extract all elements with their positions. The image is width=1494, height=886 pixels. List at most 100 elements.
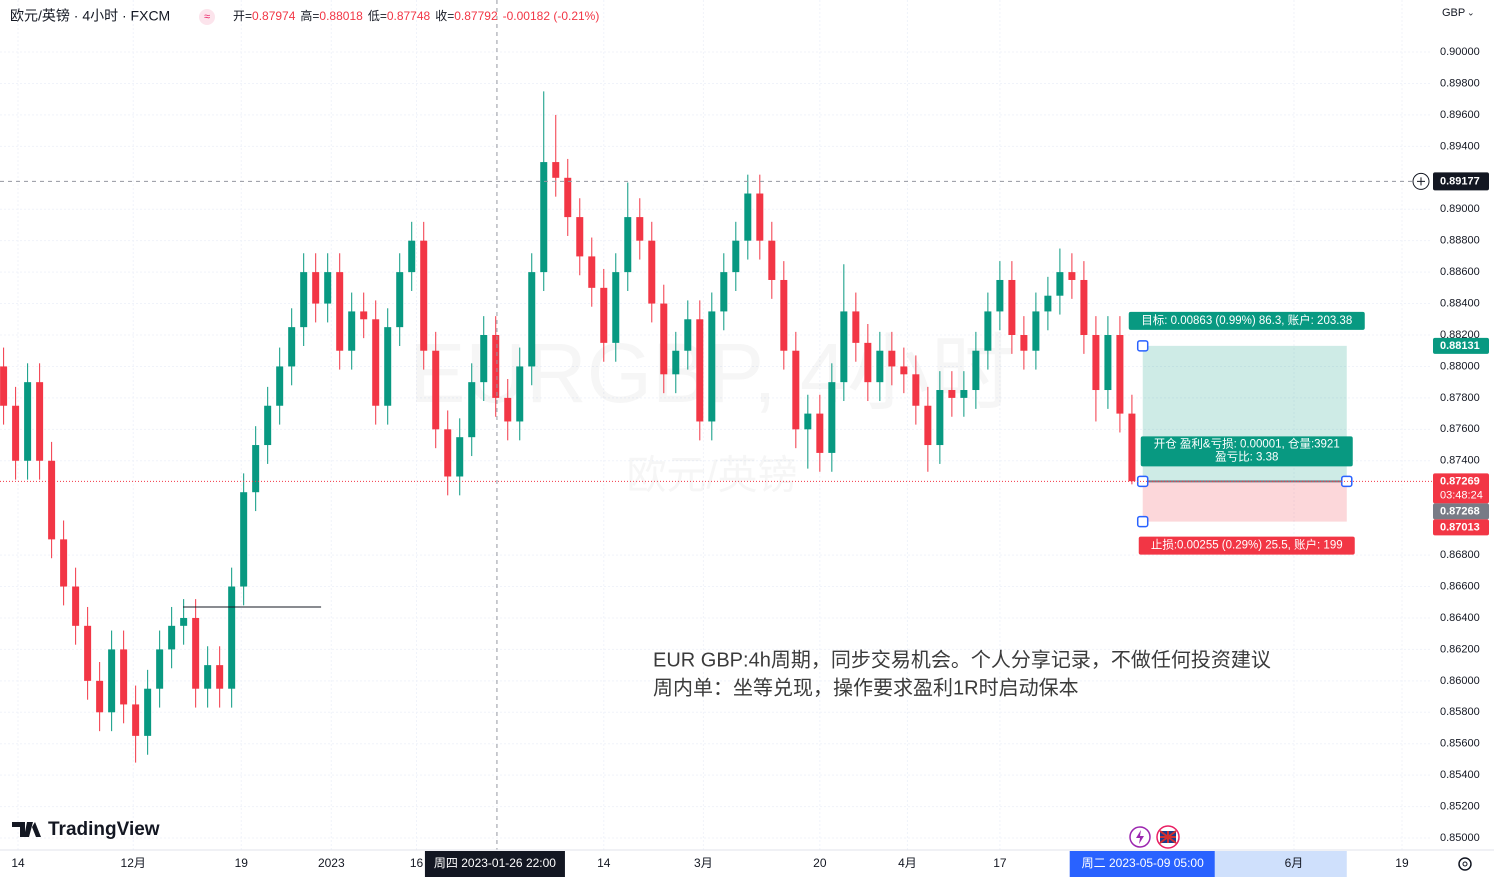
candle-body — [708, 311, 716, 422]
candle-body — [348, 311, 356, 351]
candle-body — [156, 649, 164, 689]
y-tick-label: 0.89000 — [1440, 203, 1480, 215]
candle-body — [168, 625, 176, 650]
candle-body — [192, 617, 200, 689]
plot — [0, 91, 1136, 763]
ohlc-label: 开= — [233, 9, 252, 23]
price-countdown: 03:48:24 — [1440, 489, 1483, 501]
candle-body — [252, 445, 260, 493]
candle-body — [1056, 272, 1064, 296]
candle-body — [516, 366, 524, 422]
candle-body — [468, 382, 476, 438]
logo-text: TradingView — [48, 819, 160, 840]
candle-body — [240, 492, 248, 587]
y-tick-label: 0.88400 — [1440, 297, 1480, 309]
drag-handle[interactable] — [1136, 515, 1149, 528]
price-marker-box — [1433, 337, 1489, 354]
candle-body — [852, 311, 860, 343]
x-tick-label: 3月 — [694, 856, 713, 870]
crosshair-x-label: 周四 2023-01-26 22:00 — [434, 856, 556, 870]
candle-body — [636, 217, 644, 241]
watermark-name: 欧元/英镑 — [626, 454, 797, 498]
candle-body — [204, 665, 212, 689]
currency-caret: ⌄ — [1467, 7, 1475, 17]
crosshair-y-box — [1433, 172, 1489, 191]
x-tick-label: 2023 — [318, 856, 345, 870]
candle-body — [444, 429, 452, 477]
candle-body — [876, 350, 884, 383]
x-tick-label: 6月 — [1285, 856, 1304, 870]
candle-body — [948, 390, 956, 398]
candle-body — [780, 279, 788, 351]
candle-body — [936, 390, 944, 446]
x-tick-label: 20 — [813, 856, 827, 870]
tradingview-logo[interactable]: TradingView — [12, 819, 160, 840]
candle-body — [264, 405, 272, 446]
candle-body — [96, 680, 104, 713]
currency-label[interactable]: GBP — [1442, 7, 1465, 19]
candle-body — [1104, 335, 1112, 391]
candle-body — [828, 382, 836, 453]
y-tick-label: 0.88800 — [1440, 235, 1480, 247]
indicator-icon-glyph: ≈ — [204, 11, 210, 23]
candle-body — [336, 272, 344, 351]
y-tick-label: 0.86800 — [1440, 549, 1480, 561]
candle-body — [276, 366, 284, 406]
y-tick-label: 0.85400 — [1440, 769, 1480, 781]
entry-label: 盈亏比: 3.38 — [1215, 450, 1278, 463]
candle-body — [108, 649, 116, 713]
candle-body — [504, 397, 512, 422]
price-marker-label: 0.87268 — [1440, 505, 1480, 517]
candle-body — [144, 688, 152, 736]
flag-cross — [1159, 830, 1177, 844]
candle-body — [600, 287, 608, 343]
candle-body — [72, 586, 80, 626]
candle-body — [960, 390, 968, 398]
candle-body — [12, 405, 20, 461]
candle-body — [1080, 279, 1088, 336]
y-tick-label: 0.88000 — [1440, 360, 1480, 372]
x-range-box — [1069, 851, 1215, 877]
y-tick-label: 0.87800 — [1440, 392, 1480, 404]
candle-body — [756, 193, 764, 241]
x-tick-label: 4月 — [898, 856, 917, 870]
y-tick-label: 0.86200 — [1440, 643, 1480, 655]
ohlc-value: 0.87792 — [454, 9, 498, 23]
candle-body — [216, 665, 224, 689]
candle-body — [324, 272, 332, 304]
candle-body — [648, 240, 656, 304]
annotation: EUR GBP:4h周期，同步交易机会。个人分享记录，不做任何投资建议 — [653, 648, 1271, 671]
candle-body — [1092, 335, 1100, 391]
y-tick-label: 0.89600 — [1440, 109, 1480, 121]
candle-body — [588, 256, 596, 288]
ohlc-value: 0.87974 — [252, 9, 296, 23]
add-alert-plus — [1417, 177, 1425, 186]
indicator-icon[interactable] — [199, 9, 215, 25]
y-tick-label: 0.88600 — [1440, 266, 1480, 278]
ohlc-label: 高= — [300, 8, 319, 23]
candle-body — [804, 413, 812, 430]
candle-body — [1032, 311, 1040, 351]
candle-body — [288, 327, 296, 367]
x-tick-label: 19 — [1395, 856, 1409, 870]
y-tick-label: 0.85200 — [1440, 801, 1480, 813]
candle-body — [1020, 335, 1028, 351]
candle-body — [1116, 335, 1124, 414]
candle-body — [984, 311, 992, 351]
candle-body — [492, 335, 500, 398]
drag-handle[interactable] — [1136, 340, 1149, 352]
gear-hub — [1462, 861, 1468, 867]
candle-body — [480, 335, 488, 383]
candle-body — [900, 366, 908, 375]
y-tick-label: 0.87600 — [1440, 423, 1480, 435]
settings-icon[interactable] — [1458, 857, 1472, 871]
y-tick-label: 0.85600 — [1440, 738, 1480, 750]
candle-body — [120, 649, 128, 705]
candle-body — [1044, 295, 1052, 312]
candle-body — [0, 366, 8, 406]
candle-body — [48, 460, 56, 540]
candle-body — [732, 240, 740, 273]
candle-body — [924, 405, 932, 446]
ohlc-label: 收= — [435, 9, 454, 23]
